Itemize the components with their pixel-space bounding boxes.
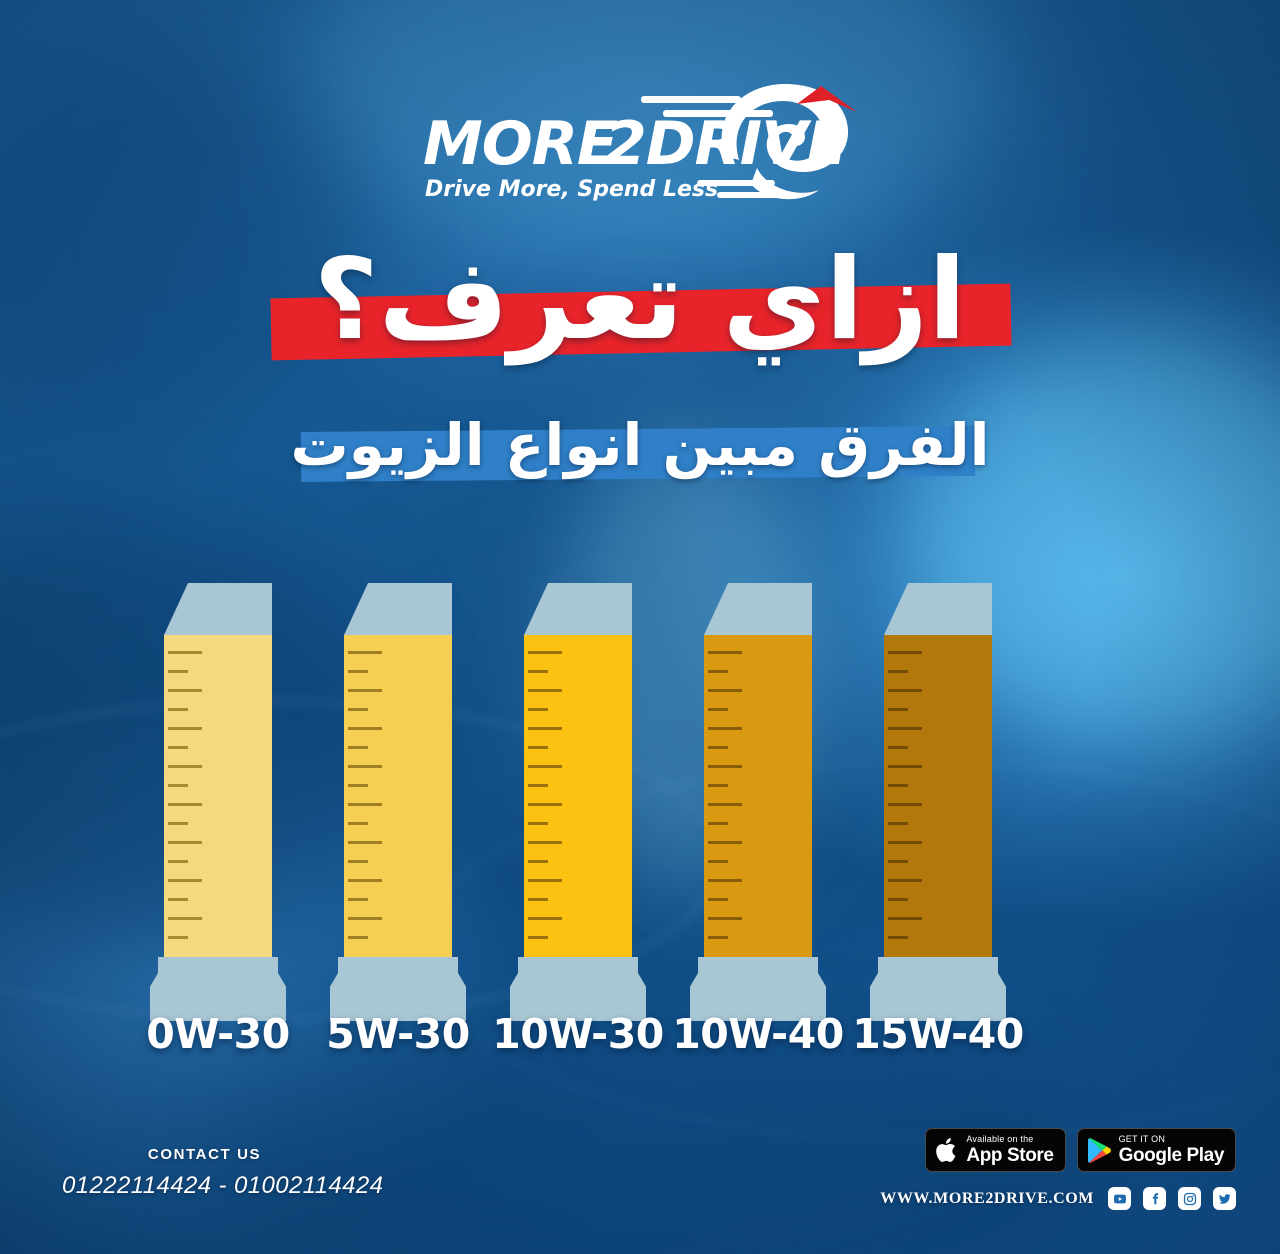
cylinder-spout	[164, 583, 272, 635]
cylinder-graduation-ticks	[888, 651, 922, 939]
google-play-icon	[1087, 1137, 1111, 1163]
oil-cylinder: 5W-30	[326, 575, 470, 1065]
cylinder-foot	[690, 1007, 826, 1021]
cylinder-graphic	[510, 583, 646, 1021]
cylinder-graphic	[870, 583, 1006, 1021]
cylinder-oil-fill	[884, 635, 992, 957]
oil-grade-chart: 0W-30 5W-30	[146, 575, 1130, 1065]
app-store-button[interactable]: Available on the App Store	[925, 1128, 1066, 1172]
oil-cylinder: 15W-40	[852, 575, 1024, 1065]
cylinder-base-collar	[698, 957, 818, 973]
cylinder-graduation-ticks	[708, 651, 742, 939]
cylinder-label: 0W-30	[146, 1010, 290, 1058]
page-subtitle: الفرق مبين انواع الزيوت	[290, 411, 990, 479]
google-play-small-label: GET IT ON	[1118, 1134, 1166, 1144]
social-links	[1108, 1187, 1236, 1210]
cylinder-label: 10W-40	[672, 1010, 844, 1058]
cylinder-graduation-ticks	[168, 651, 202, 939]
google-play-big-label: Google Play	[1118, 1145, 1225, 1166]
logo-tagline: Drive More, Spend Less	[425, 177, 718, 202]
contact-block: CONTACT US 01222114424 - 01002114424	[62, 1146, 383, 1200]
more2drive-logo-icon: MORE 2DRIVE Drive More, Spend Less	[423, 84, 857, 202]
cylinder-label: 15W-40	[852, 1010, 1024, 1058]
cylinder-foot	[870, 1007, 1006, 1021]
oil-cylinder: 10W-40	[672, 575, 844, 1065]
oil-cylinder: 0W-30	[146, 575, 290, 1065]
cylinder-spout	[884, 583, 992, 635]
website-url[interactable]: WWW.MORE2DRIVE.COM	[880, 1189, 1094, 1207]
cylinder-base-collar	[158, 957, 278, 973]
logo-wrap: MORE 2DRIVE Drive More, Spend Less	[405, 68, 875, 218]
cylinder-base-flare	[330, 973, 466, 1007]
cylinder-oil-fill	[344, 635, 452, 957]
cylinder-base-collar	[338, 957, 458, 973]
cylinder-base-flare	[690, 973, 826, 1007]
cylinder-spout	[524, 583, 632, 635]
google-play-button[interactable]: GET IT ON Google Play	[1076, 1128, 1236, 1172]
cylinder-base-flare	[510, 973, 646, 1007]
cylinder-label: 10W-30	[492, 1010, 664, 1058]
cylinder-spout	[704, 583, 812, 635]
cylinder-foot	[330, 1007, 466, 1021]
contact-phone-numbers[interactable]: 01222114424 - 01002114424	[62, 1172, 384, 1199]
cylinder-graduation-ticks	[348, 651, 382, 939]
app-store-big-label: App Store	[966, 1145, 1054, 1166]
cylinder-label: 5W-30	[326, 1010, 470, 1058]
app-store-small-label: Available on the	[966, 1134, 1034, 1144]
instagram-icon[interactable]	[1178, 1187, 1201, 1210]
apple-icon	[936, 1137, 956, 1162]
cylinder-base-collar	[878, 957, 998, 973]
youtube-icon[interactable]	[1108, 1187, 1131, 1210]
cylinder-graduation-ticks	[528, 651, 562, 939]
background-shadow-topleft	[0, 60, 360, 440]
oil-cylinder: 10W-30	[492, 575, 664, 1065]
cylinder-graphic	[150, 583, 286, 1021]
cylinder-spout	[344, 583, 452, 635]
footer-right-block: Available on the App Store GET IT ON Goo…	[880, 1128, 1236, 1210]
cylinder-foot	[150, 1007, 286, 1021]
facebook-icon[interactable]	[1143, 1187, 1166, 1210]
app-store-badges: Available on the App Store GET IT ON Goo…	[925, 1128, 1236, 1172]
cylinder-graphic	[690, 583, 826, 1021]
brand-logo: MORE 2DRIVE Drive More, Spend Less	[0, 68, 1280, 218]
cylinder-base-flare	[150, 973, 286, 1007]
logo-wordmark-more: MORE	[423, 109, 618, 179]
logo-chevron-icon	[797, 86, 857, 112]
cylinder-base-collar	[518, 957, 638, 973]
website-and-socials-row: WWW.MORE2DRIVE.COM	[880, 1187, 1236, 1210]
cylinder-oil-fill	[704, 635, 812, 957]
contact-us-label: CONTACT US	[147, 1146, 262, 1163]
page-title: ازاي تعرف؟	[313, 235, 968, 365]
cylinder-base-flare	[870, 973, 1006, 1007]
cylinder-foot	[510, 1007, 646, 1021]
cylinder-graphic	[330, 583, 466, 1021]
twitter-icon[interactable]	[1213, 1187, 1236, 1210]
cylinder-oil-fill	[524, 635, 632, 957]
logo-wordmark-2drive: 2DRIVE	[605, 109, 848, 179]
cylinder-oil-fill	[164, 635, 272, 957]
